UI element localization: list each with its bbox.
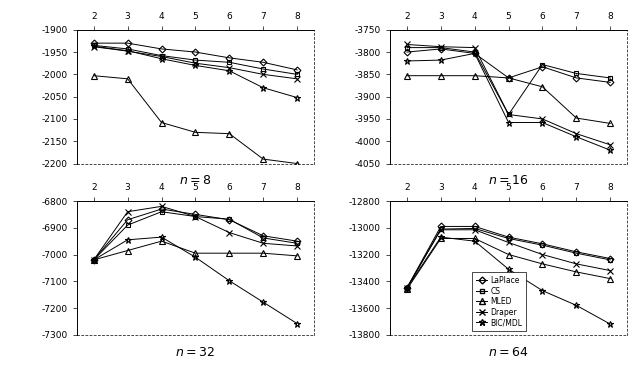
Text: $n = 16$: $n = 16$: [488, 174, 529, 187]
Text: $n = 8$: $n = 8$: [179, 174, 212, 187]
Legend: LaPlace, CS, MLED, Draper, BIC/MDL: LaPlace, CS, MLED, Draper, BIC/MDL: [472, 272, 526, 331]
Text: $n = 64$: $n = 64$: [488, 346, 529, 359]
Text: $n = 32$: $n = 32$: [175, 346, 215, 359]
